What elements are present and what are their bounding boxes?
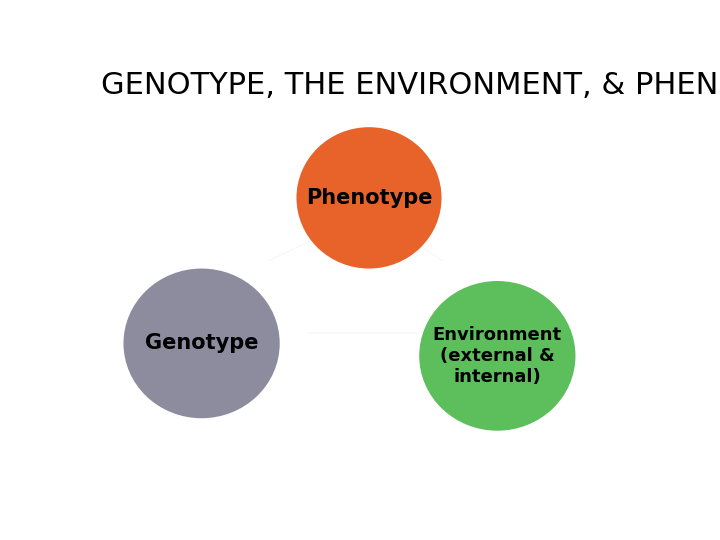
FancyArrowPatch shape (269, 237, 319, 261)
Ellipse shape (297, 127, 441, 268)
Ellipse shape (419, 281, 575, 431)
Text: GENOTYPE, THE ENVIRONMENT, & PHENOTYPE: GENOTYPE, THE ENVIRONMENT, & PHENOTYPE (101, 71, 720, 100)
Ellipse shape (124, 268, 280, 418)
Text: Environment
(external &
internal): Environment (external & internal) (433, 326, 562, 386)
Text: Phenotype: Phenotype (306, 188, 432, 208)
FancyArrowPatch shape (408, 237, 442, 261)
Text: Genotype: Genotype (145, 333, 258, 353)
